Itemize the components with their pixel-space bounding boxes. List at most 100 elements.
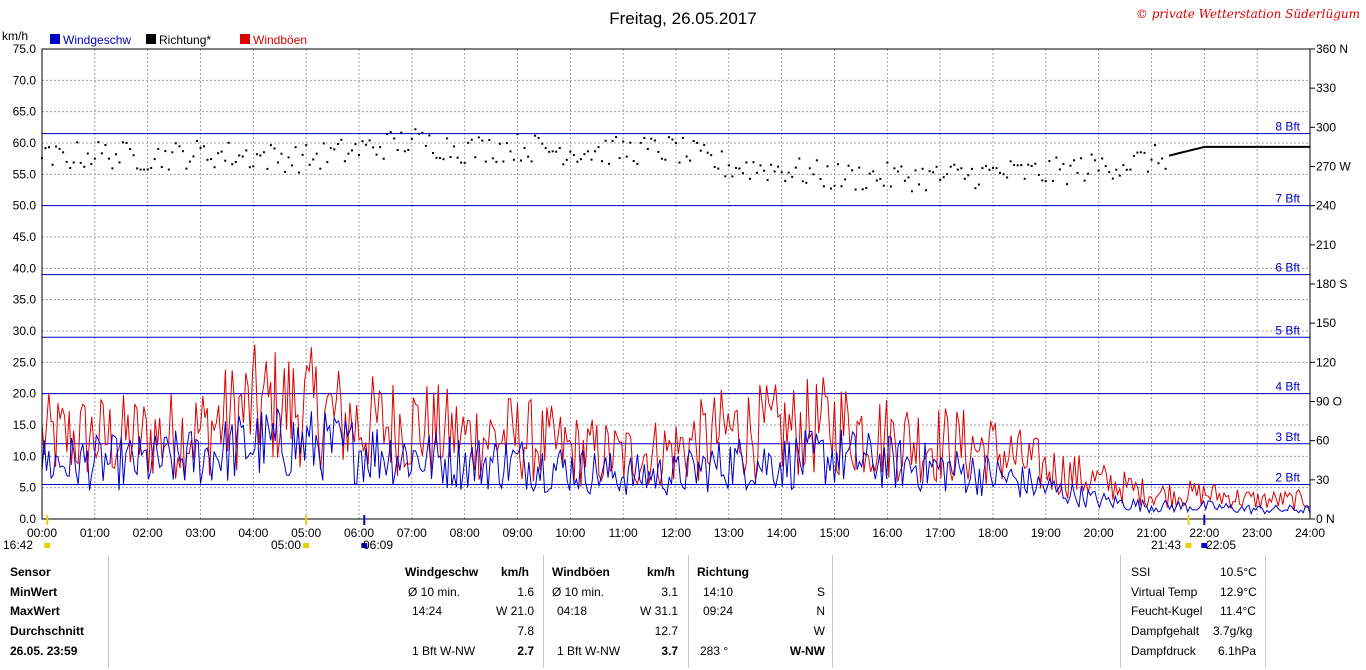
direction-point bbox=[111, 167, 114, 170]
direction-point bbox=[911, 190, 913, 193]
y2-tick-label: 180 S bbox=[1316, 277, 1347, 291]
direction-point bbox=[903, 179, 906, 182]
direction-point bbox=[928, 170, 931, 173]
wind-header: Windgeschw bbox=[405, 565, 479, 579]
direction-point bbox=[100, 152, 103, 155]
x-tick-label: 20:00 bbox=[1084, 526, 1114, 540]
gust-current: 3.7 bbox=[661, 644, 678, 658]
y-tick-label: 70.0 bbox=[13, 73, 37, 87]
wind-min-value: 1.6 bbox=[517, 585, 534, 599]
beaufort-label: 4 Bft bbox=[1275, 380, 1300, 394]
direction-point bbox=[671, 138, 674, 141]
direction-point bbox=[646, 148, 649, 150]
direction-point bbox=[224, 159, 227, 162]
direction-point bbox=[139, 168, 142, 171]
direction-point bbox=[822, 185, 825, 188]
x-tick-label: 10:00 bbox=[555, 526, 585, 540]
direction-point bbox=[868, 172, 871, 175]
dir-header: Richtung bbox=[697, 565, 749, 579]
direction-point bbox=[583, 153, 586, 156]
direction-point bbox=[1161, 157, 1164, 160]
direction-point bbox=[925, 189, 928, 192]
direction-point bbox=[269, 144, 272, 147]
direction-point bbox=[484, 160, 487, 163]
direction-point bbox=[439, 157, 441, 159]
direction-point bbox=[326, 161, 329, 164]
y2-tick-label: 210 bbox=[1316, 238, 1336, 252]
direction-point bbox=[918, 183, 920, 186]
y2-tick-label: 0 N bbox=[1316, 512, 1335, 526]
direction-point bbox=[407, 149, 410, 151]
direction-point bbox=[622, 140, 625, 143]
direction-point bbox=[576, 160, 579, 163]
direction-point bbox=[861, 188, 864, 191]
x-tick-label: 21:00 bbox=[1136, 526, 1166, 540]
direction-point bbox=[889, 185, 892, 188]
wind-bft: 1 Bft W-NW bbox=[412, 644, 476, 658]
direction-point bbox=[780, 171, 783, 174]
direction-point bbox=[706, 151, 709, 154]
direction-point bbox=[815, 159, 818, 162]
direction-point bbox=[217, 152, 220, 155]
y2-tick-label: 90 O bbox=[1316, 395, 1342, 409]
direction-point bbox=[44, 147, 47, 150]
beaufort-lines: 2 Bft 3 Bft 4 Bft 5 Bft 6 Bft 7 Bft 8 Bft bbox=[42, 120, 1310, 486]
y-tick-label: 15.0 bbox=[13, 418, 37, 432]
direction-point bbox=[491, 157, 494, 160]
direction-point bbox=[1009, 160, 1012, 163]
direction-point bbox=[752, 161, 755, 164]
direction-point bbox=[858, 166, 861, 169]
y2-tick-label: 270 W bbox=[1316, 160, 1351, 174]
direction-point bbox=[1006, 176, 1009, 179]
direction-point bbox=[456, 156, 459, 159]
dir-min-value: S bbox=[816, 585, 825, 599]
series-line-direction bbox=[1168, 145, 1310, 157]
direction-point bbox=[565, 158, 568, 161]
max-label: MaxWert bbox=[10, 604, 60, 618]
x-tick-label: 17:00 bbox=[925, 526, 955, 540]
direction-point bbox=[590, 158, 593, 161]
direction-point bbox=[379, 146, 382, 149]
direction-point bbox=[498, 142, 501, 145]
time-marker-label: 22:05 bbox=[1206, 538, 1236, 552]
direction-point bbox=[122, 141, 124, 144]
direction-point bbox=[660, 157, 663, 160]
extra-label-feucht-kugel: Feucht-Kugel bbox=[1131, 604, 1203, 618]
direction-point bbox=[343, 160, 346, 163]
gust-max-time: 04:18 bbox=[557, 604, 588, 618]
direction-point bbox=[530, 160, 533, 163]
direction-point bbox=[329, 147, 332, 150]
y-tick-label: 50.0 bbox=[13, 199, 37, 213]
direction-point bbox=[632, 160, 635, 162]
y-tick-label: 10.0 bbox=[13, 449, 37, 463]
x-tick-label: 13:00 bbox=[714, 526, 744, 540]
direction-point bbox=[393, 137, 396, 140]
direction-point bbox=[1143, 151, 1146, 154]
direction-point bbox=[245, 149, 248, 152]
direction-point bbox=[1066, 183, 1068, 186]
direction-point bbox=[1073, 159, 1075, 162]
direction-point bbox=[541, 142, 544, 145]
direction-point bbox=[174, 142, 177, 145]
direction-point bbox=[1013, 164, 1016, 166]
direction-point bbox=[206, 158, 209, 161]
direction-point bbox=[372, 146, 375, 149]
dir-max-time: 09:24 bbox=[703, 604, 734, 618]
x-tick-label: 05:00 bbox=[291, 526, 321, 540]
direction-point bbox=[601, 160, 603, 163]
direction-point bbox=[773, 170, 776, 173]
direction-point bbox=[1111, 177, 1114, 180]
beaufort-label: 8 Bft bbox=[1275, 120, 1300, 134]
date-label: 26.05. 23:59 bbox=[10, 644, 78, 658]
direction-point bbox=[805, 181, 808, 184]
direction-point bbox=[537, 136, 540, 139]
y-tick-label: 60.0 bbox=[13, 136, 37, 150]
direction-point bbox=[262, 151, 265, 154]
direction-point bbox=[396, 149, 399, 151]
direction-point bbox=[238, 154, 241, 157]
direction-point bbox=[787, 171, 790, 174]
direction-point bbox=[639, 141, 642, 144]
direction-point bbox=[650, 137, 653, 140]
direction-point bbox=[717, 167, 720, 170]
direction-point bbox=[643, 137, 646, 139]
